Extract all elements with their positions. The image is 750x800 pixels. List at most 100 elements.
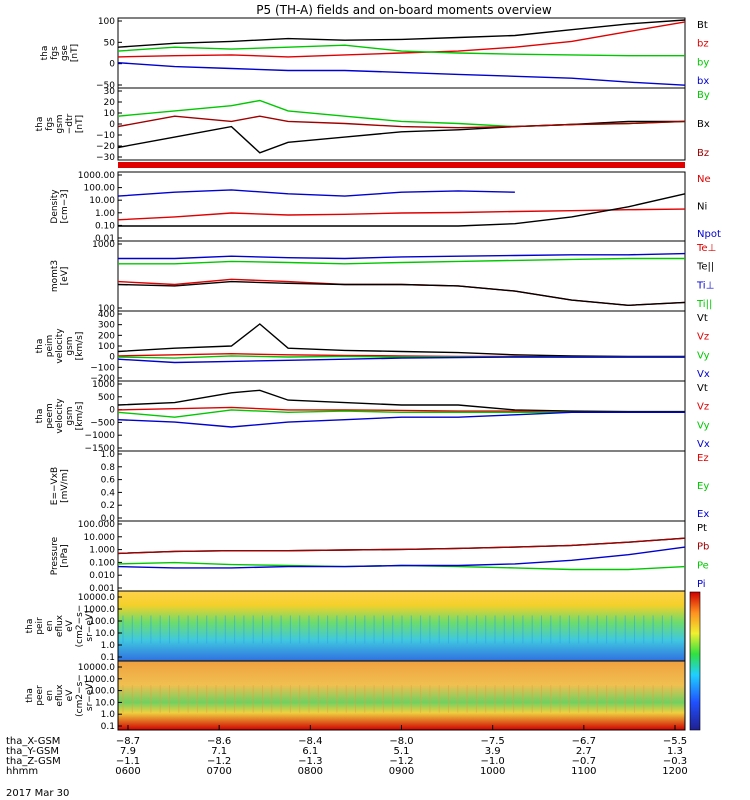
legend-Vx: Vx xyxy=(697,439,710,450)
legend-Vt: Vt xyxy=(697,383,708,394)
y-tick-label: 10 xyxy=(104,109,116,119)
legend-Ne: Ne xyxy=(697,174,711,185)
x-axis-value: 1200 xyxy=(662,766,687,777)
series-line-Bt xyxy=(117,19,686,48)
legend-by: by xyxy=(697,57,709,68)
x-axis-row-label: tha_X-GSM xyxy=(6,736,60,747)
x-axis-value: 5.1 xyxy=(394,746,410,757)
ylabel-line: en xyxy=(45,620,55,631)
x-axis-value: 1000 xyxy=(480,766,505,777)
y-tick-label: 10.0 xyxy=(95,698,115,708)
legend-Vy: Vy xyxy=(697,420,710,431)
series-line-Ni xyxy=(118,193,686,227)
legend-Ey: Ey xyxy=(697,481,709,492)
y-tick-label: −1500 xyxy=(85,444,116,454)
ylabel-line: eflux xyxy=(55,684,65,707)
ylabel-line: Pressure xyxy=(50,536,60,575)
x-axis-value: −1.1 xyxy=(116,756,140,767)
legend-Ti⊥: Ti⊥ xyxy=(696,280,714,291)
x-axis-row-label: hhmm xyxy=(6,766,38,777)
y-tick-label: 300 xyxy=(98,321,115,331)
y-tick-label: 0.001 xyxy=(89,584,115,594)
x-axis-value: −8.6 xyxy=(207,736,231,747)
date-label: 2017 Mar 30 xyxy=(6,788,69,799)
ylabel-line: [nT] xyxy=(75,115,85,133)
series-line-bx xyxy=(117,62,686,86)
x-axis-value: 1100 xyxy=(571,766,596,777)
series-line-Bz xyxy=(117,115,686,129)
series-line-Te|| xyxy=(117,280,686,307)
figure-title: P5 (TH-A) fields and on-board moments ov… xyxy=(256,3,552,17)
y-tick-label: 1.0 xyxy=(101,641,116,651)
ylabel-line: [mV/m] xyxy=(60,469,70,503)
y-tick-label: 100.00 xyxy=(84,184,116,194)
y-tick-label: 10000.0 xyxy=(78,663,115,673)
y-tick-label: 0.1 xyxy=(101,722,115,732)
ylabel-line: fgs xyxy=(45,117,55,131)
y-tick-label: 1000.0 xyxy=(84,605,116,615)
ylabel-line: −dtr xyxy=(65,113,75,134)
ylabel-line: peir xyxy=(35,617,45,635)
panel-peir-en-eflux: tha peir en eflux eV (cm2−s− sr−eV) 10000.0 1000… xyxy=(25,590,686,663)
y-tick-label: 0.0 xyxy=(101,514,116,524)
y-tick-label: −50 xyxy=(96,81,115,91)
ylabel-line: [km/s] xyxy=(75,332,85,361)
series-line-by xyxy=(117,44,685,57)
ylabel-line: [cm−3] xyxy=(60,189,70,223)
ylabel-line: tha xyxy=(40,46,50,61)
ylabel-line: tha xyxy=(35,117,45,132)
y-tick-label: 0.6 xyxy=(101,476,116,486)
x-axis-value: −6.7 xyxy=(572,736,596,747)
ylabel-line: en xyxy=(45,690,55,701)
ylabel-line: peem xyxy=(45,403,55,429)
x-axis-value: 0600 xyxy=(115,766,140,777)
y-tick-label: 10.000 xyxy=(84,533,116,543)
y-tick-label: 0.4 xyxy=(101,488,116,498)
y-tick-label: 20 xyxy=(104,98,116,108)
x-axis-value: −8.7 xyxy=(116,736,140,747)
x-axis-value: −1.0 xyxy=(481,756,505,767)
y-tick-label: 200 xyxy=(98,331,115,341)
x-axis-value: 0700 xyxy=(206,766,231,777)
legend-Ex: Ex xyxy=(697,509,709,520)
x-axis-value: 0900 xyxy=(389,766,414,777)
y-tick-label: 10.0 xyxy=(95,629,115,639)
y-tick-label: 1.000 xyxy=(89,546,115,556)
ylabel-line: gsm xyxy=(55,114,65,133)
panel-mom-temperature: momt3 [eV] 1000 100 Te⊥ Te|| Ti⊥ Ti|| xyxy=(50,240,716,314)
ylabel-line: [nPa] xyxy=(60,544,70,567)
series-line-bz xyxy=(117,21,686,58)
panel-fgs-gse: tha fgs gse [nT] 100 50 0 −50 Bt bz by bx xyxy=(40,17,709,91)
y-tick-label: 0.10 xyxy=(95,221,115,231)
ylabel-line: tha xyxy=(35,339,45,354)
panel-density: Density [cm−3] 1000.00 100.00 10.00 1.00 0.10 0… xyxy=(50,171,721,244)
series-line-Vx xyxy=(117,411,685,428)
legend-Pt: Pt xyxy=(697,523,707,534)
ylabel-line: [km/s] xyxy=(75,402,85,431)
y-tick-label: −10 xyxy=(96,131,115,141)
panel-peer-en-eflux: tha peer en eflux eV (cm2−s− sr−eV) 10000.0 1000… xyxy=(25,660,686,732)
y-tick-label: 1.00 xyxy=(95,209,115,219)
y-tick-label: 100.000 xyxy=(78,520,115,530)
y-tick-label: 500 xyxy=(98,393,115,403)
x-axis-value: 0800 xyxy=(298,766,323,777)
ylabel-line: [eV] xyxy=(60,267,70,286)
x-axis-value: −1.3 xyxy=(298,756,322,767)
y-tick-label: 0 xyxy=(109,60,115,70)
legend-Te||: Te|| xyxy=(696,262,714,273)
legend-Pi: Pi xyxy=(697,579,706,590)
legend-Bz: Bz xyxy=(697,148,709,159)
series-line-Pb xyxy=(117,537,686,555)
legend-Vt: Vt xyxy=(697,313,708,324)
ylabel-line: sr−eV) xyxy=(85,610,95,641)
y-tick-label: 50 xyxy=(104,38,116,48)
legend-Vy: Vy xyxy=(697,350,710,361)
x-axis-annotation: tha_X-GSM −8.7 −8.6 −8.4 −8.0 −7.5 −6.7 −5.5 tha… xyxy=(6,725,688,777)
panel-frame xyxy=(117,520,686,592)
series-line-Pi xyxy=(117,546,686,569)
y-tick-label: −30 xyxy=(96,153,115,163)
y-tick-label: 0 xyxy=(109,406,115,416)
x-axis-value: −0.7 xyxy=(572,756,596,767)
